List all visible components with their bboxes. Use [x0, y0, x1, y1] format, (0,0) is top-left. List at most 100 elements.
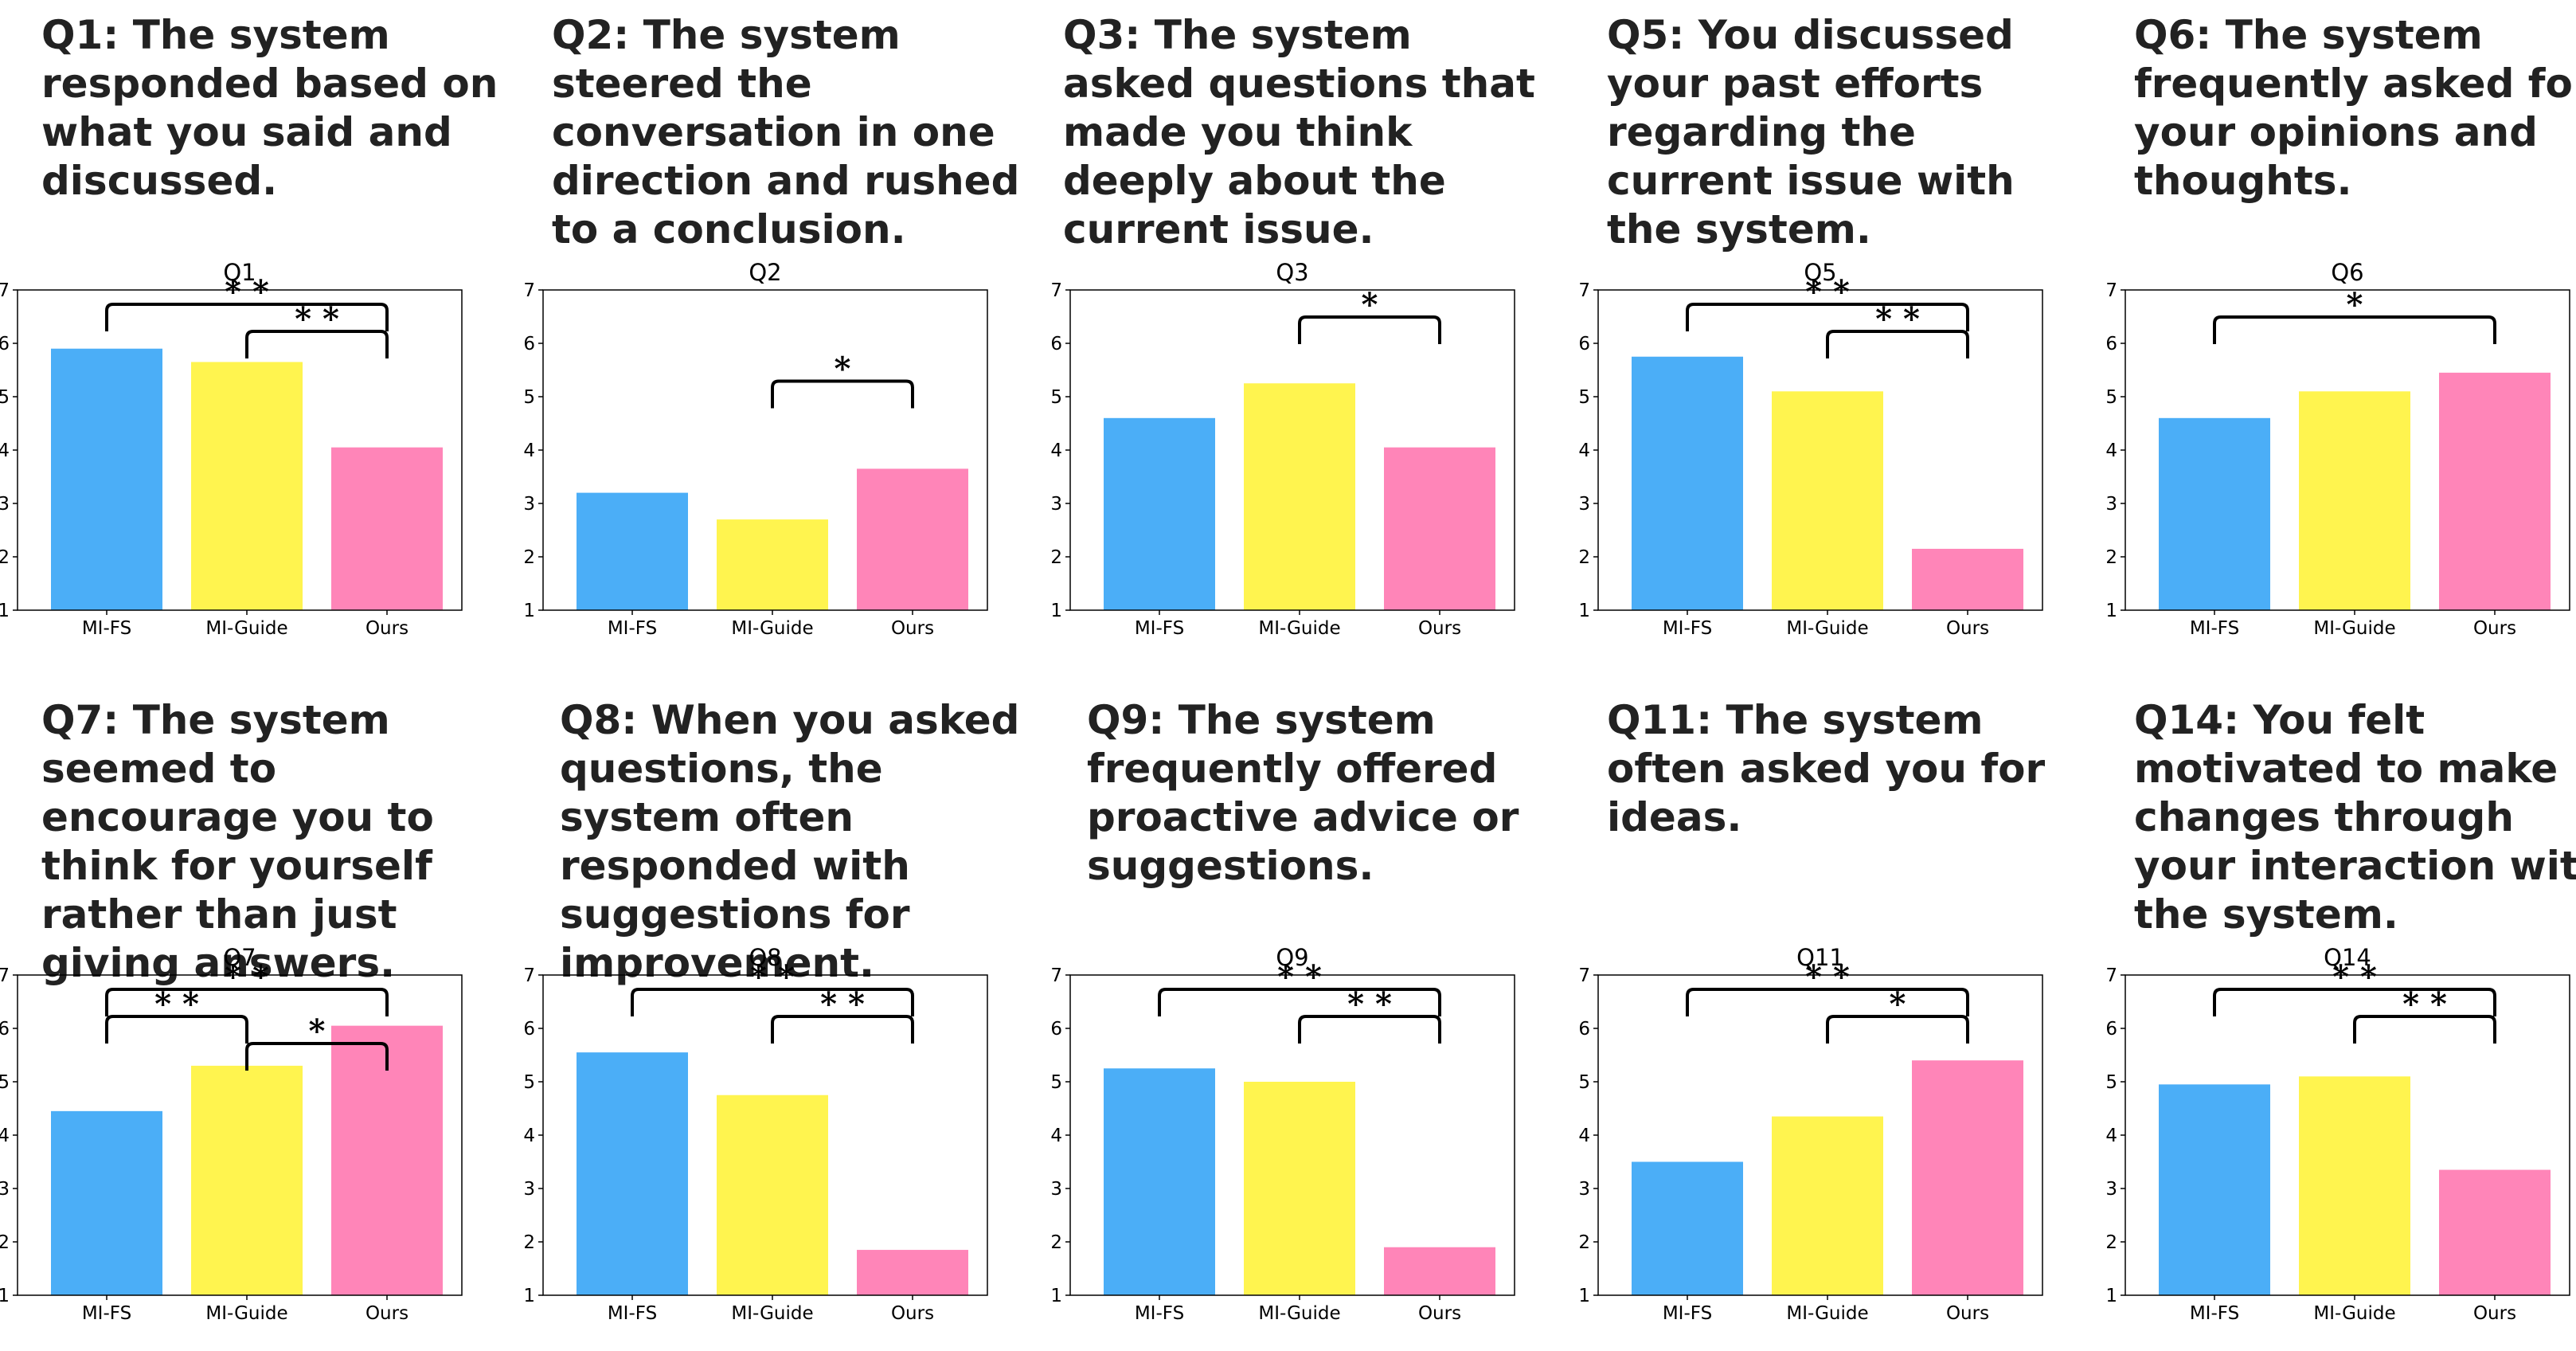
y-tick-label: 5 — [2105, 1072, 2117, 1093]
y-tick-label: 7 — [1578, 280, 1590, 301]
significance-label: * * — [225, 958, 269, 996]
question-text: Q3: The system asked questions that made… — [1063, 12, 1535, 253]
x-tick-label: MI-Guide — [205, 1303, 287, 1324]
x-tick-label: MI-Guide — [731, 618, 813, 639]
question-text: Q8: When you asked questions, the system… — [560, 697, 1020, 986]
significance-label: * * — [1805, 273, 1850, 311]
panel-q7: Q7: The system seemed to encourage you t… — [0, 685, 510, 1351]
x-tick-label: MI-FS — [1663, 618, 1712, 639]
significance-bracket — [1686, 988, 1969, 1016]
chart-title: Q14 — [2324, 944, 2371, 971]
significance-label: * * — [750, 958, 795, 996]
significance-bracket — [1158, 988, 1441, 1016]
x-tick-label: Ours — [1418, 618, 1461, 639]
x-tick-label: MI-FS — [82, 618, 131, 639]
y-tick-label: 7 — [523, 280, 535, 301]
chart-title: Q7 — [223, 944, 256, 971]
bar-chart-q11: 1 2 3 4 5 6 7 MI-FS MI-Guide Ours Q11* * * — [1578, 944, 2043, 1324]
y-tick-label: 4 — [2105, 1126, 2117, 1146]
y-tick-label: 6 — [1050, 1019, 1062, 1040]
bar-mi-fs — [577, 492, 688, 610]
bar-chart-q6: 1 2 3 4 5 6 7 MI-FS MI-Guide Ours Q6* — [2105, 259, 2570, 639]
significance-label: * * — [1277, 958, 1322, 996]
y-tick-label: 1 — [523, 601, 535, 621]
y-tick-label: 3 — [2105, 494, 2117, 515]
significance-label: * — [2347, 286, 2363, 323]
panel-q2: Q2: The system steered the conversation … — [523, 0, 1035, 666]
question-text: Q6: The system frequently asked for your… — [2134, 12, 2576, 204]
bar-ours — [1912, 1060, 2023, 1295]
question-text: Q1: The system responded based on what y… — [41, 12, 498, 204]
significance-label: * — [309, 1012, 326, 1050]
bar-mi-fs — [1104, 417, 1215, 610]
panel-q14: Q14: You felt motivated to make changes … — [2105, 685, 2576, 1351]
significance-bracket — [105, 1015, 248, 1044]
y-tick-label: 7 — [0, 280, 10, 301]
y-tick-label: 7 — [0, 965, 10, 986]
significance-bracket — [105, 988, 389, 1016]
bar-ours — [331, 1025, 443, 1295]
y-tick-label: 5 — [0, 387, 10, 408]
y-tick-label: 4 — [0, 1126, 10, 1146]
significance-label: * * — [1347, 985, 1392, 1023]
x-tick-label: Ours — [365, 618, 408, 639]
question-text: Q5: You discussed your past efforts rega… — [1607, 12, 2015, 253]
question-text: Q9: The system frequently offered proact… — [1087, 697, 1519, 889]
y-tick-label: 2 — [2105, 547, 2117, 568]
x-tick-label: Ours — [891, 1303, 934, 1324]
significance-bracket — [771, 379, 914, 409]
significance-label: * — [835, 350, 851, 387]
y-tick-label: 5 — [1050, 387, 1062, 408]
chart-title: Q8 — [749, 944, 781, 971]
y-tick-label: 3 — [1578, 494, 1590, 515]
bar-mi-guide — [1772, 1116, 1883, 1295]
significance-label: * — [1362, 286, 1378, 323]
bar-mi-fs — [1104, 1068, 1215, 1295]
x-tick-label: MI-FS — [608, 1303, 657, 1324]
y-tick-label: 4 — [1050, 441, 1062, 461]
bar-mi-fs — [2159, 417, 2270, 610]
chart-title: Q11 — [1796, 944, 1844, 971]
significance-label: * * — [154, 985, 199, 1023]
y-tick-label: 1 — [1050, 601, 1062, 621]
y-tick-label: 3 — [1050, 1179, 1062, 1200]
y-tick-label: 7 — [2105, 965, 2117, 986]
y-tick-label: 2 — [0, 1232, 10, 1253]
x-tick-label: Ours — [365, 1303, 408, 1324]
bar-ours — [1384, 447, 1495, 610]
y-tick-label: 2 — [1578, 1232, 1590, 1253]
chart-title: Q2 — [749, 259, 781, 286]
panel-q6: Q6: The system frequently asked for your… — [2105, 0, 2576, 666]
x-tick-label: MI-Guide — [1258, 618, 1340, 639]
y-tick-label: 2 — [0, 547, 10, 568]
y-tick-label: 3 — [523, 494, 535, 515]
significance-label: * * — [1805, 958, 1850, 996]
y-tick-label: 7 — [523, 965, 535, 986]
question-text: Q11: The system often asked you for idea… — [1607, 697, 2046, 840]
significance-label: * — [1890, 985, 1906, 1023]
x-tick-label: Ours — [2473, 618, 2516, 639]
y-tick-label: 6 — [523, 1019, 535, 1040]
bar-mi-guide — [191, 362, 303, 610]
y-tick-label: 6 — [523, 334, 535, 354]
y-tick-label: 4 — [2105, 441, 2117, 461]
y-tick-label: 5 — [0, 1072, 10, 1093]
chart-title: Q1 — [223, 259, 256, 286]
bar-mi-fs — [1632, 1161, 1743, 1295]
significance-bracket — [245, 1042, 389, 1071]
panel-q9: Q9: The system frequently offered proact… — [1050, 685, 1562, 1351]
y-tick-label: 2 — [1578, 547, 1590, 568]
bar-ours — [2439, 372, 2551, 610]
bar-chart-q3: 1 2 3 4 5 6 7 MI-FS MI-Guide Ours Q3 * — [1050, 259, 1515, 639]
significance-label: * * — [820, 985, 865, 1023]
significance-label: * * — [2332, 958, 2377, 996]
significance-label: * * — [2402, 985, 2447, 1023]
significance-bracket — [631, 988, 914, 1016]
significance-label: * * — [295, 300, 339, 338]
bar-mi-guide — [2299, 391, 2410, 610]
y-tick-label: 3 — [523, 1179, 535, 1200]
